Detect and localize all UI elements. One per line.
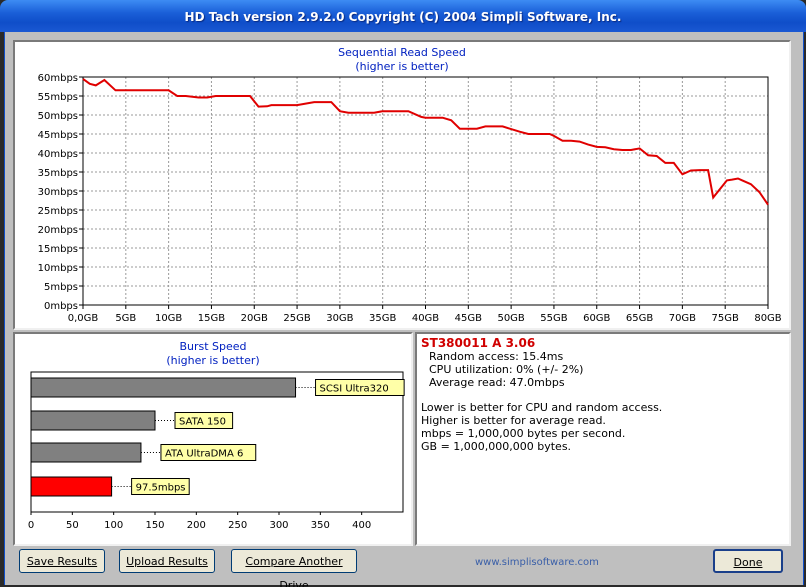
x-tick-label: 35GB — [369, 313, 396, 324]
x-tick-label: 30GB — [326, 313, 353, 324]
x-tick-label: 55GB — [540, 313, 567, 324]
read-speed-line — [82, 78, 769, 206]
read-chart-title: Sequential Read Speed — [338, 46, 466, 59]
client-area: Sequential Read Speed (higher is better)… — [4, 32, 804, 587]
x-tick-label: 45GB — [455, 313, 482, 324]
burst-label-box — [131, 478, 190, 495]
burst-x-tick-label: 350 — [311, 520, 330, 531]
burst-bar — [30, 442, 142, 463]
burst-bar — [30, 476, 113, 497]
read-chart: 0mbps 5mbps 10mbps 15mbps 20mbps 25mbps 30mbps… — [38, 73, 782, 324]
y-tick-label: 0mbps — [44, 301, 78, 312]
x-tick-label: 10GB — [155, 313, 182, 324]
y-tick-label: 20mbps — [38, 225, 78, 236]
upload-results-button[interactable]: Upload Results — [119, 549, 215, 573]
y-tick-label: 15mbps — [38, 244, 78, 255]
burst-x-tick-label: 100 — [104, 520, 123, 531]
x-tick-label: 70GB — [669, 313, 696, 324]
average-read: Average read: 47.0mbps — [429, 376, 565, 389]
x-tick-label: 15GB — [198, 313, 225, 324]
x-tick-label: 0,0GB — [68, 313, 99, 324]
burst-x-tick-label: 250 — [228, 520, 247, 531]
drive-name: ST380011 A 3.06 — [421, 336, 536, 350]
y-tick-label: 35mbps — [38, 168, 78, 179]
burst-bar-label: ATA UltraDMA 6 — [165, 449, 243, 460]
burst-label-box — [315, 379, 405, 396]
burst-bar-label: SCSI Ultra320 — [320, 384, 389, 395]
burst-x-tick-label: 400 — [352, 520, 371, 531]
burst-chart-title: Burst Speed — [179, 340, 247, 353]
read-chart-subtitle: (higher is better) — [355, 60, 449, 73]
save-results-button[interactable]: Save Results — [19, 549, 105, 573]
y-tick-label: 40mbps — [38, 149, 78, 160]
burst-label-box — [160, 444, 257, 461]
note-higher-better: Higher is better for average read. — [421, 414, 606, 427]
x-tick-label: 80GB — [754, 313, 781, 324]
y-tick-label: 60mbps — [38, 73, 78, 84]
burst-x-tick-label: 300 — [269, 520, 288, 531]
x-tick-label: 75GB — [712, 313, 739, 324]
y-tick-label: 55mbps — [38, 92, 78, 103]
random-access: Random access: 15.4ms — [429, 350, 564, 363]
burst-x-tick-label: 200 — [187, 520, 206, 531]
y-tick-label: 25mbps — [38, 206, 78, 217]
burst-chart: 0 50 100 150 200 250 300 350 400 SCSI Ultra320 SAT… — [28, 371, 405, 531]
burst-bar — [30, 410, 156, 431]
sequential-read-panel: Sequential Read Speed (higher is better)… — [13, 40, 791, 330]
note-gb: GB = 1,000,000,000 bytes. — [421, 440, 572, 453]
burst-bar-label: 97.5mbps — [136, 483, 186, 494]
note-mbps: mbps = 1,000,000 bytes per second. — [421, 427, 626, 440]
burst-x-tick-label: 150 — [145, 520, 164, 531]
x-tick-label: 25GB — [283, 313, 310, 324]
y-tick-label: 10mbps — [38, 263, 78, 274]
x-tick-label: 20GB — [241, 313, 268, 324]
y-tick-label: 45mbps — [38, 130, 78, 141]
done-button[interactable]: Done — [713, 549, 783, 573]
y-tick-label: 50mbps — [38, 111, 78, 122]
drive-info-panel: ST380011 A 3.06 Random access: 15.4ms CP… — [415, 332, 791, 546]
x-tick-label: 65GB — [626, 313, 653, 324]
burst-bar-label: SATA 150 — [179, 417, 226, 428]
cpu-utilization: CPU utilization: 0% (+/- 2%) — [429, 363, 584, 376]
window-title: HD Tach version 2.9.2.0 Copyright (C) 20… — [184, 10, 622, 24]
burst-speed-panel: Burst Speed (higher is better) 0 50 100 150… — [13, 332, 413, 546]
burst-x-tick-label: 0 — [28, 520, 34, 531]
burst-chart-subtitle: (higher is better) — [166, 354, 260, 367]
y-tick-label: 30mbps — [38, 187, 78, 198]
x-tick-label: 5GB — [115, 313, 136, 324]
burst-bar — [30, 377, 297, 398]
y-tick-label: 5mbps — [44, 282, 78, 293]
x-tick-label: 60GB — [583, 313, 610, 324]
note-lower-better: Lower is better for CPU and random acces… — [421, 401, 663, 414]
title-bar[interactable]: HD Tach version 2.9.2.0 Copyright (C) 20… — [0, 0, 806, 32]
burst-label-box — [174, 412, 234, 429]
burst-x-tick-label: 50 — [66, 520, 79, 531]
plot-frame — [82, 76, 769, 306]
compare-drive-button[interactable]: Compare Another Drive — [231, 549, 357, 587]
x-tick-label: 40GB — [412, 313, 439, 324]
x-tick-label: 50GB — [497, 313, 524, 324]
website-link[interactable]: www.simplisoftware.com — [475, 557, 599, 568]
